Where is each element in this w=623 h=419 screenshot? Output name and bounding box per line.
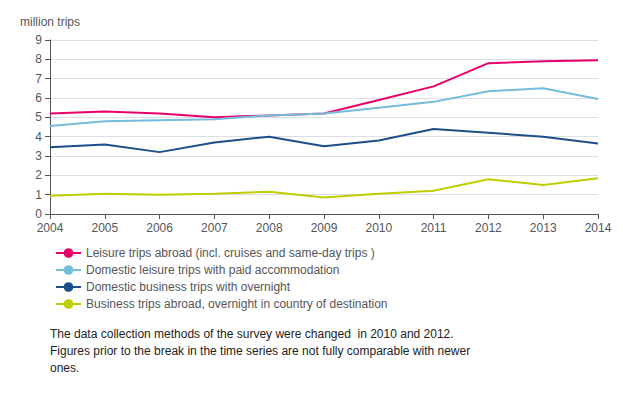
- svg-text:Figures prior to the break in: Figures prior to the break in the time s…: [50, 344, 470, 358]
- svg-text:9: 9: [35, 33, 42, 47]
- svg-text:2008: 2008: [256, 221, 283, 235]
- svg-text:2011: 2011: [421, 221, 447, 235]
- svg-text:7: 7: [35, 72, 42, 86]
- svg-text:Domestic business trips with o: Domestic business trips with overnight: [86, 280, 291, 294]
- svg-text:1: 1: [35, 188, 42, 202]
- svg-text:2010: 2010: [365, 221, 392, 235]
- svg-text:5: 5: [35, 110, 42, 124]
- svg-text:Domestic leisure trips with pa: Domestic leisure trips with paid accommo…: [86, 263, 339, 277]
- svg-text:4: 4: [35, 130, 42, 144]
- svg-text:0: 0: [35, 207, 42, 221]
- svg-text:2: 2: [35, 168, 42, 182]
- svg-text:Leisure trips abroad (incl. cr: Leisure trips abroad (incl. cruises and …: [86, 246, 375, 260]
- svg-text:Business trips abroad, overnig: Business trips abroad, overnight in coun…: [86, 297, 388, 311]
- svg-text:2005: 2005: [91, 221, 118, 235]
- svg-text:3: 3: [35, 149, 42, 163]
- svg-text:8: 8: [35, 52, 42, 66]
- svg-text:2009: 2009: [311, 221, 338, 235]
- svg-text:2012: 2012: [475, 221, 502, 235]
- svg-text:2013: 2013: [530, 221, 557, 235]
- svg-text:2004: 2004: [37, 221, 64, 235]
- svg-text:2006: 2006: [146, 221, 173, 235]
- svg-text:million trips: million trips: [20, 15, 80, 29]
- svg-text:2007: 2007: [201, 221, 228, 235]
- svg-text:The data collection methods of: The data collection methods of the surve…: [50, 327, 454, 341]
- svg-text:2014: 2014: [585, 221, 612, 235]
- svg-text:6: 6: [35, 91, 42, 105]
- svg-text:ones.: ones.: [50, 361, 79, 375]
